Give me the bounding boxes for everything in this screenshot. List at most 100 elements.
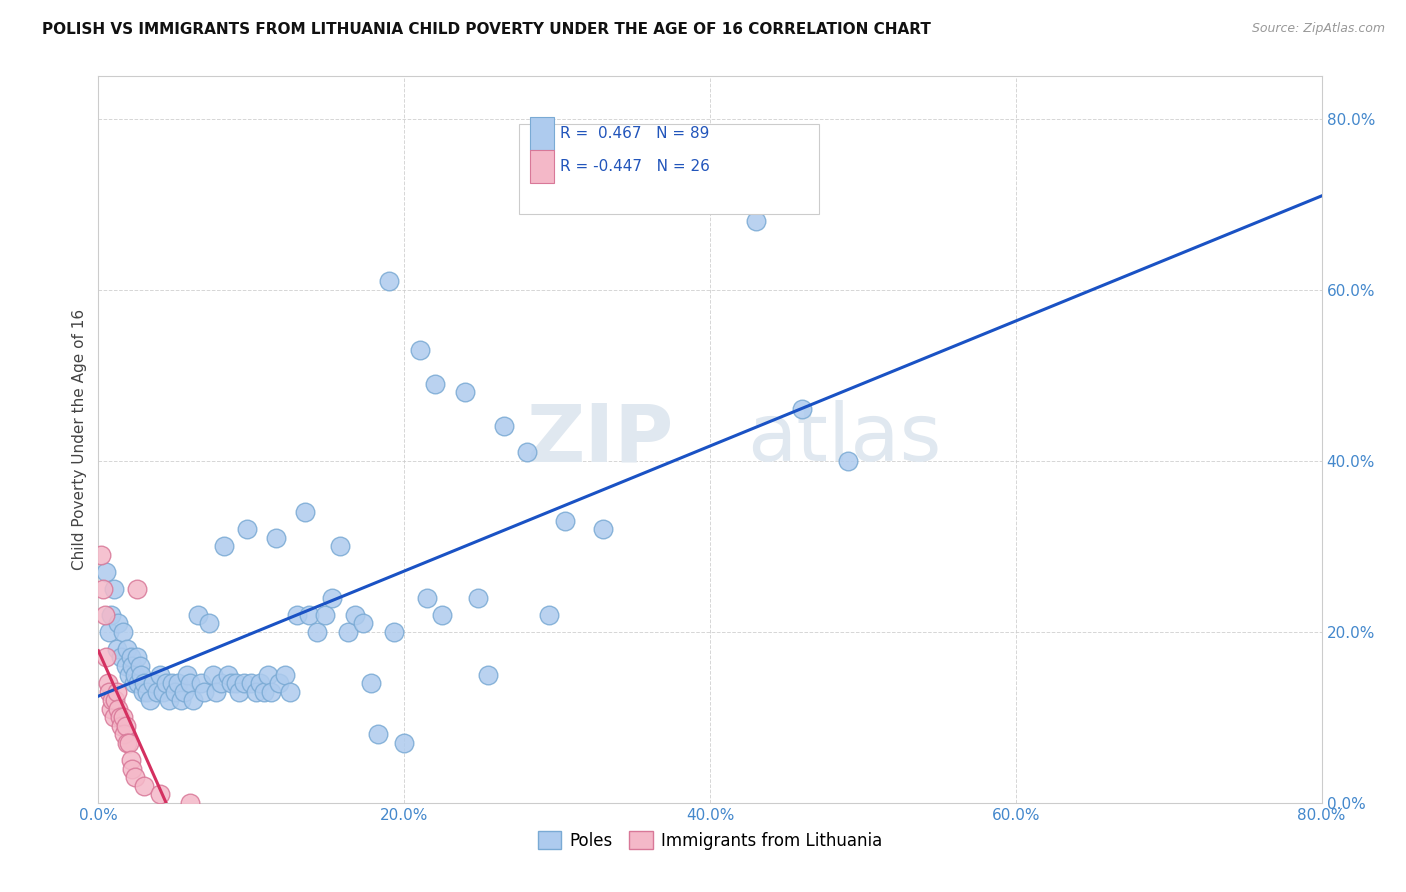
Point [98, 624, 121, 639]
Point [454, 385, 477, 400]
Point [408, 343, 430, 357]
Point [100, 607, 122, 622]
Point [129, 667, 152, 681]
Point [120, 753, 142, 767]
Point [155, 676, 177, 690]
Point [592, 522, 614, 536]
Text: atlas: atlas [747, 401, 941, 478]
Point [94, 650, 117, 665]
Point [105, 684, 128, 698]
Point [117, 641, 139, 656]
Point [181, 693, 204, 707]
Point [285, 607, 308, 622]
Point [105, 641, 128, 656]
Point [122, 676, 145, 690]
Point [179, 796, 201, 810]
Point [378, 274, 401, 288]
Point [225, 676, 247, 690]
Point [132, 684, 155, 698]
Point [294, 505, 316, 519]
Point [104, 693, 127, 707]
Point [298, 607, 321, 622]
Point [110, 719, 132, 733]
Text: ZIP: ZIP [526, 401, 673, 478]
Point [432, 607, 454, 622]
Point [134, 779, 156, 793]
Point [107, 616, 129, 631]
Point [314, 607, 336, 622]
Point [134, 676, 156, 690]
Point [124, 667, 146, 681]
Point [205, 684, 228, 698]
Y-axis label: Child Poverty Under the Age of 16: Child Poverty Under the Age of 16 [72, 309, 87, 570]
Point [190, 676, 212, 690]
Point [111, 624, 134, 639]
Point [232, 676, 254, 690]
Point [257, 667, 280, 681]
Point [101, 693, 124, 707]
Point [202, 667, 225, 681]
Point [145, 684, 167, 698]
Point [128, 659, 150, 673]
Point [112, 727, 135, 741]
Point [416, 591, 439, 605]
Point [103, 710, 125, 724]
Point [103, 582, 125, 596]
Point [837, 453, 859, 467]
Point [167, 676, 190, 690]
Point [142, 676, 165, 690]
Text: R = -0.447   N = 26: R = -0.447 N = 26 [561, 159, 710, 174]
Point [136, 684, 159, 698]
Point [367, 727, 389, 741]
Point [125, 650, 148, 665]
Point [152, 684, 174, 698]
Point [193, 684, 215, 698]
Point [382, 624, 405, 639]
Point [274, 667, 297, 681]
Point [278, 684, 301, 698]
Point [97, 676, 120, 690]
Point [121, 762, 143, 776]
Point [344, 607, 367, 622]
Point [111, 710, 134, 724]
Point [392, 736, 416, 750]
Point [745, 214, 768, 228]
Point [107, 702, 129, 716]
Point [197, 616, 219, 631]
Point [467, 591, 489, 605]
Point [235, 522, 257, 536]
Point [538, 607, 561, 622]
Point [124, 770, 146, 784]
Point [267, 676, 290, 690]
Point [115, 719, 138, 733]
Point [110, 650, 132, 665]
Point [108, 710, 131, 724]
Point [179, 676, 201, 690]
Point [115, 659, 138, 673]
Point [554, 514, 576, 528]
Point [118, 667, 141, 681]
Point [117, 736, 139, 750]
Point [170, 693, 193, 707]
Point [149, 787, 172, 801]
Point [100, 702, 122, 716]
Point [98, 684, 121, 698]
Point [121, 659, 143, 673]
Point [492, 419, 515, 434]
Point [260, 684, 283, 698]
Point [516, 445, 538, 459]
Point [252, 684, 274, 698]
Point [176, 667, 198, 681]
Point [307, 624, 329, 639]
Point [90, 548, 112, 562]
Point [264, 531, 287, 545]
Legend: Poles, Immigrants from Lithuania: Poles, Immigrants from Lithuania [531, 825, 889, 856]
Point [321, 591, 343, 605]
Point [187, 607, 209, 622]
Point [249, 676, 271, 690]
Point [336, 624, 359, 639]
Point [360, 676, 382, 690]
Point [91, 582, 114, 596]
Point [329, 539, 352, 553]
Point [173, 684, 195, 698]
